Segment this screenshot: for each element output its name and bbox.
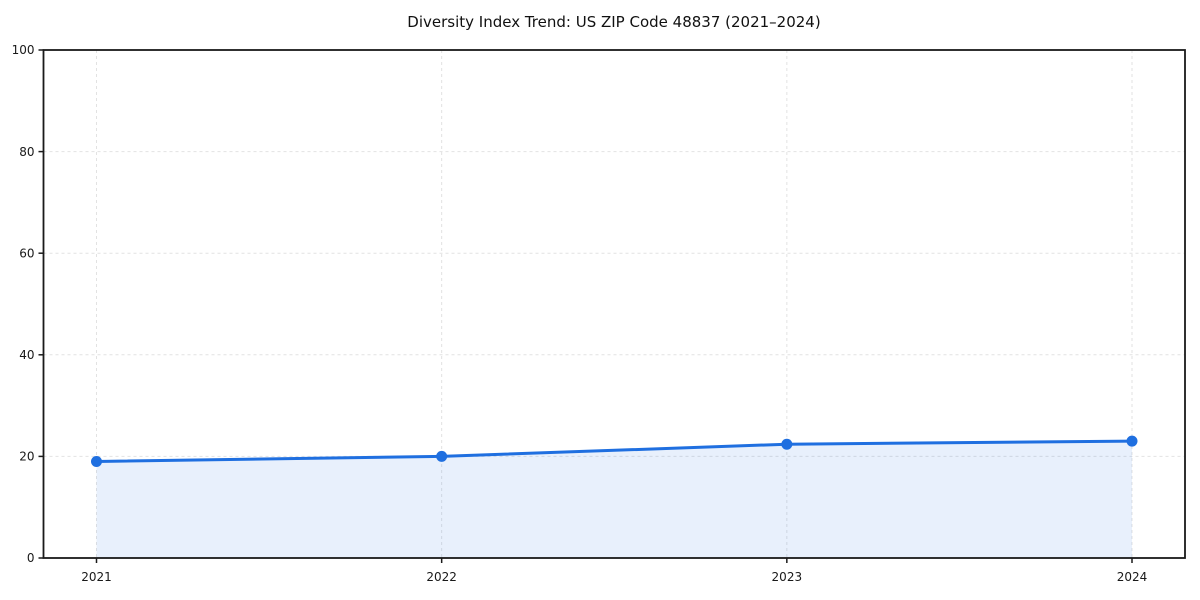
x-axis-tick-labels: 2021 2022 2023 2024 [81,570,1147,584]
x-tick-label: 2021 [81,570,112,584]
x-tick-label: 2022 [426,570,457,584]
y-tick-label: 0 [27,551,35,565]
y-tick-label: 100 [12,43,35,57]
plot-frame [42,49,1186,559]
data-point-2021 [91,455,102,467]
x-tick-label: 2023 [772,570,803,584]
y-tick-label: 40 [19,348,34,362]
data-point-2023 [781,438,793,450]
area-fill [96,441,1132,558]
trend-line [95,439,1134,463]
y-axis-tick-labels: 0 20 40 60 80 100 [12,43,35,565]
data-point-2022 [436,450,448,462]
chart-title: Diversity Index Trend: US ZIP Code 48837… [407,13,821,31]
x-tick-label: 2024 [1117,570,1148,584]
y-tick-label: 20 [19,450,34,464]
y-tick-label: 80 [19,145,34,159]
data-points [91,435,1138,467]
data-point-2024 [1126,435,1138,447]
y-tick-label: 60 [19,246,34,260]
axis-ticks [38,49,1133,563]
